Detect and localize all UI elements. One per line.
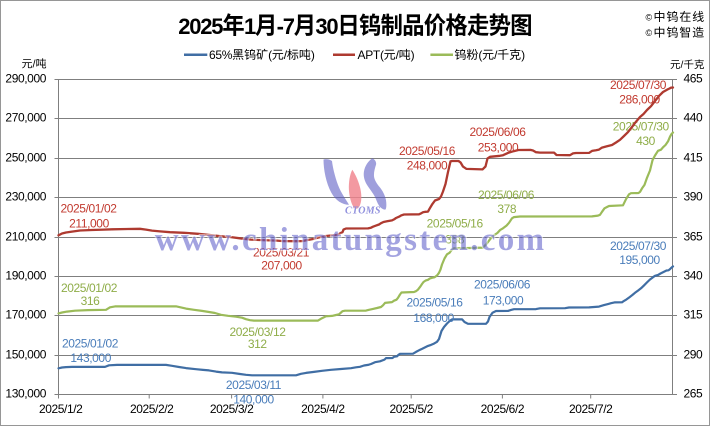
svg-text:440: 440 — [684, 110, 704, 124]
svg-text:APT(: APT( — [358, 48, 384, 62]
svg-text:/: / — [681, 59, 684, 71]
svg-text:www.chinatungsten.com: www.chinatungsten.com — [155, 222, 547, 258]
svg-text:430: 430 — [636, 134, 656, 148]
svg-text:312: 312 — [248, 337, 268, 351]
svg-text:2025/3/2: 2025/3/2 — [210, 402, 254, 416]
svg-text:168,000: 168,000 — [413, 311, 454, 325]
svg-text:2025/6/2: 2025/6/2 — [481, 402, 525, 416]
svg-text:2025/7/2: 2025/7/2 — [569, 402, 613, 416]
svg-text:2025/07/30: 2025/07/30 — [610, 78, 667, 92]
svg-text:): ) — [521, 48, 525, 62]
svg-text:2025/03/11: 2025/03/11 — [226, 378, 282, 392]
svg-text:316: 316 — [81, 294, 101, 308]
svg-text:CTOMS: CTOMS — [345, 206, 381, 217]
svg-text:265: 265 — [684, 386, 704, 400]
svg-text:170,000: 170,000 — [5, 307, 46, 321]
svg-text:253,000: 253,000 — [478, 140, 519, 154]
svg-text:230,000: 230,000 — [5, 189, 46, 203]
svg-text:(: ( — [268, 48, 272, 62]
svg-text:2025/01/02: 2025/01/02 — [61, 281, 118, 295]
svg-text:315: 315 — [684, 307, 704, 321]
svg-text:390: 390 — [684, 189, 704, 203]
svg-text:(: ( — [478, 48, 482, 62]
svg-text:2025/05/16: 2025/05/16 — [406, 295, 463, 309]
svg-text:30: 30 — [315, 14, 338, 39]
svg-text:378: 378 — [497, 202, 517, 216]
svg-text:140,000: 140,000 — [233, 392, 274, 406]
svg-text:195,000: 195,000 — [619, 253, 660, 267]
svg-text:): ) — [311, 48, 315, 62]
svg-text:2025/2/2: 2025/2/2 — [130, 402, 174, 416]
svg-text:207,000: 207,000 — [261, 258, 302, 272]
svg-text:465: 465 — [684, 71, 704, 85]
svg-text:©: © — [646, 28, 653, 38]
svg-text:/: / — [284, 48, 288, 62]
svg-text:2025: 2025 — [178, 14, 223, 39]
svg-text:2025/4/2: 2025/4/2 — [301, 402, 345, 416]
svg-text:2025/07/30: 2025/07/30 — [613, 119, 670, 133]
svg-text:2025/01/02: 2025/01/02 — [62, 336, 119, 350]
svg-text:210,000: 210,000 — [5, 229, 46, 243]
svg-text:130,000: 130,000 — [5, 386, 46, 400]
svg-text:1: 1 — [244, 14, 256, 39]
svg-text:365: 365 — [684, 229, 704, 243]
svg-text:150,000: 150,000 — [5, 347, 46, 361]
svg-text:248,000: 248,000 — [407, 159, 448, 173]
svg-text:©: © — [646, 13, 653, 23]
svg-text:2025/03/12: 2025/03/12 — [229, 325, 286, 339]
svg-text:415: 415 — [684, 150, 704, 164]
svg-text:2025/05/16: 2025/05/16 — [399, 144, 456, 158]
svg-text:): ) — [411, 48, 415, 62]
svg-text:211,000: 211,000 — [69, 216, 109, 230]
svg-text:143,000: 143,000 — [70, 351, 111, 365]
svg-text:65%: 65% — [209, 48, 233, 62]
svg-text:190,000: 190,000 — [5, 268, 46, 282]
svg-text:2025/1/2: 2025/1/2 — [39, 402, 83, 416]
svg-text:2025/03/21: 2025/03/21 — [253, 245, 310, 259]
svg-text:2025/05/16: 2025/05/16 — [427, 216, 484, 230]
svg-text:173,000: 173,000 — [483, 294, 524, 308]
svg-text:-7: -7 — [277, 14, 295, 39]
svg-text:358: 358 — [445, 232, 465, 246]
svg-text:2025/07/30: 2025/07/30 — [610, 239, 667, 253]
svg-text:/: / — [396, 48, 400, 62]
svg-text:2025/06/06: 2025/06/06 — [474, 278, 531, 292]
svg-text:290: 290 — [684, 347, 704, 361]
svg-text:2025/06/06: 2025/06/06 — [469, 125, 526, 139]
svg-text:/: / — [494, 48, 498, 62]
svg-text:290,000: 290,000 — [5, 71, 46, 85]
svg-text:340: 340 — [684, 268, 704, 282]
svg-text:286,000: 286,000 — [619, 92, 660, 106]
svg-text:/: / — [33, 59, 37, 71]
svg-text:250,000: 250,000 — [5, 150, 46, 164]
svg-text:2025/01/02: 2025/01/02 — [60, 201, 117, 215]
svg-text:2025/06/06: 2025/06/06 — [478, 188, 535, 202]
svg-text:270,000: 270,000 — [5, 110, 46, 124]
svg-text:2025/5/2: 2025/5/2 — [389, 402, 433, 416]
